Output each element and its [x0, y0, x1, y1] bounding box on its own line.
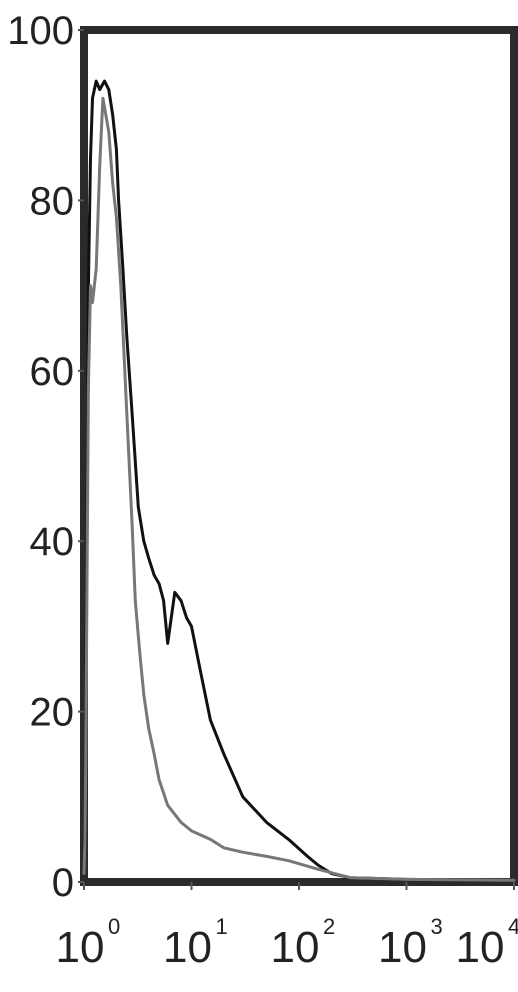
x-tick-label-exponent: 0	[108, 914, 120, 939]
x-tick-label-exponent: 2	[323, 914, 335, 939]
x-tick-label-base: 10	[163, 923, 212, 972]
x-axis-ticks: 10 0 10 1 10 2 10 3 10 4	[56, 882, 518, 972]
x-tick-label-base: 10	[456, 923, 505, 972]
x-tick-label-exponent: 3	[431, 914, 443, 939]
y-tick-label: 40	[30, 520, 75, 564]
x-tick-label-base: 10	[378, 923, 427, 972]
y-tick-label: 80	[30, 179, 75, 223]
y-tick-label: 20	[30, 691, 75, 735]
series-line-1	[82, 79, 516, 882]
y-axis-ticks: 0 20 40 60 80 100	[7, 9, 84, 905]
x-tick-label-base: 10	[271, 923, 320, 972]
x-tick-label-exponent: 1	[216, 914, 228, 939]
series-lines	[82, 79, 516, 882]
series-line-2	[82, 96, 516, 882]
plot-area	[80, 26, 518, 886]
y-tick-label: 0	[52, 861, 74, 905]
x-tick-label-base: 10	[56, 923, 105, 972]
y-tick-label: 60	[30, 350, 75, 394]
x-tick-label-exponent: 4	[508, 914, 518, 939]
y-tick-label: 100	[7, 9, 74, 53]
